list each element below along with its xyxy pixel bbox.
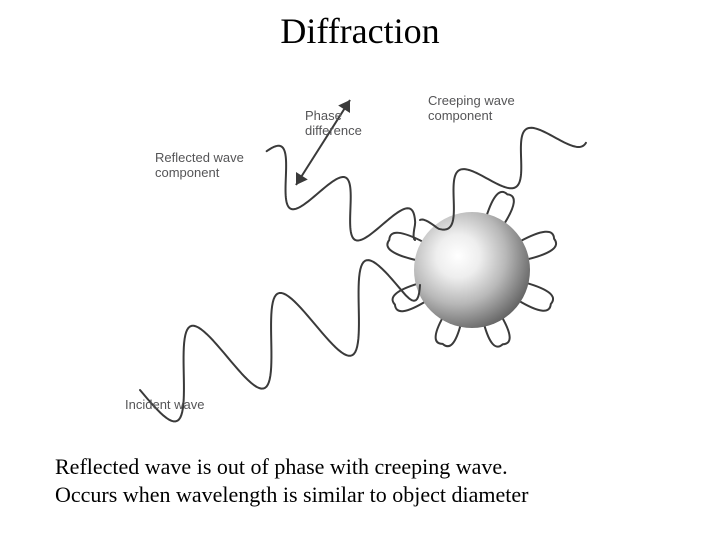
label-reflected: Reflected wave component: [155, 150, 244, 180]
label-phase-diff: Phase difference: [305, 108, 362, 138]
slide: Diffraction Reflected wave component Pha…: [0, 0, 720, 540]
label-incident: Incident wave: [125, 397, 205, 412]
reflected-wave: [267, 146, 416, 241]
sphere: [414, 212, 530, 328]
caption-line-1: Reflected wave is out of phase with cree…: [55, 453, 528, 481]
creeping-wave: [420, 128, 586, 230]
caption: Reflected wave is out of phase with cree…: [55, 453, 528, 508]
label-creeping: Creeping wave component: [428, 93, 515, 123]
slide-title: Diffraction: [0, 10, 720, 52]
caption-line-2: Occurs when wavelength is similar to obj…: [55, 481, 528, 509]
